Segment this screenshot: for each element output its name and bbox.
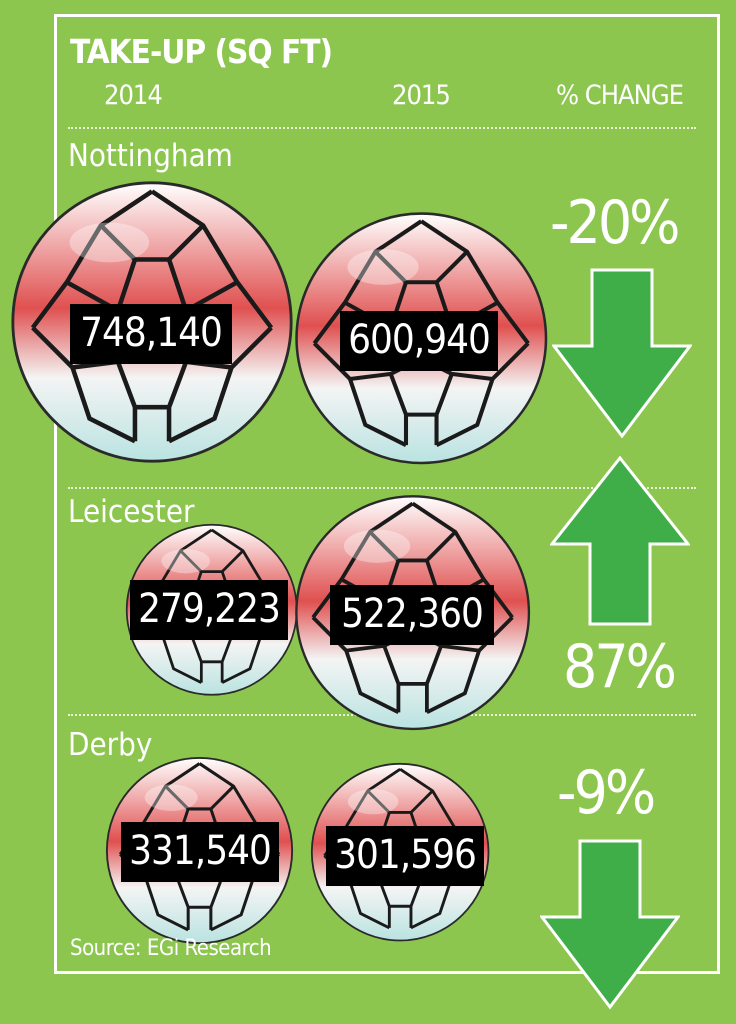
change-label-nottingham: -20% — [550, 188, 680, 258]
value-label-leicester-2014: 279,223 — [130, 580, 288, 640]
down-arrow-nottingham — [550, 268, 694, 439]
column-header-2015: 2015 — [392, 80, 451, 111]
divider-nottingham — [68, 487, 696, 489]
city-label-nottingham: Nottingham — [68, 138, 233, 174]
value-label-nottingham-2014: 748,140 — [70, 304, 232, 364]
value-label-derby-2015: 301,596 — [326, 826, 484, 886]
chart-frame — [54, 14, 720, 974]
value-label-derby-2014: 331,540 — [121, 822, 279, 882]
column-header-2014: 2014 — [104, 80, 163, 111]
column-header-change: % CHANGE — [556, 80, 684, 111]
chart-title: TAKE-UP (SQ FT) — [70, 32, 333, 71]
divider-top — [68, 127, 696, 129]
value-label-nottingham-2015: 600,940 — [340, 311, 498, 371]
value-label-leicester-2015: 522,360 — [330, 585, 494, 645]
city-label-derby: Derby — [68, 727, 153, 763]
change-label-derby: -9% — [557, 758, 656, 828]
city-label-leicester: Leicester — [68, 494, 195, 530]
source-note: Source: EGi Research — [70, 936, 272, 961]
down-arrow-derby — [538, 838, 682, 1010]
up-arrow-leicester — [548, 455, 692, 626]
change-label-leicester: 87% — [563, 632, 677, 702]
